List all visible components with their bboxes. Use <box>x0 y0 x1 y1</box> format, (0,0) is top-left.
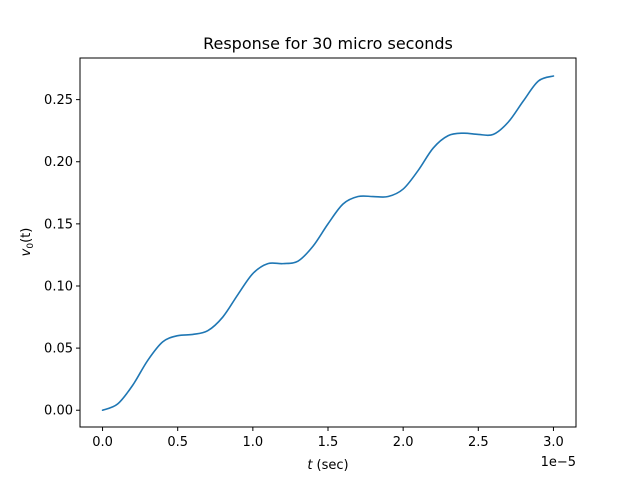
x-axis-label-var: t <box>307 458 313 473</box>
y-axis-label-arg: (t) <box>19 228 34 243</box>
x-tick-label: 0.0 <box>92 435 113 450</box>
y-tick-label: 0.25 <box>44 93 73 108</box>
x-axis-offset-label: 1e−5 <box>541 455 576 470</box>
y-tick-label: 0.15 <box>44 217 73 232</box>
y-tick-label: 0.20 <box>44 155 73 170</box>
y-axis-label-var: v <box>19 248 34 256</box>
y-axis-label: v0(t) <box>19 228 36 257</box>
x-tick-label: 2.0 <box>393 435 414 450</box>
y-tick-label: 0.00 <box>44 404 73 419</box>
x-tick-label: 3.0 <box>543 435 564 450</box>
y-tick-label: 0.10 <box>44 279 73 294</box>
y-axis-ticks: 0.00 0.05 0.10 0.15 0.20 0.25 <box>44 93 80 419</box>
y-axis-label-sub: 0 <box>26 243 36 249</box>
x-tick-label: 2.5 <box>468 435 489 450</box>
y-tick-label: 0.05 <box>44 342 73 357</box>
x-tick-label: 1.0 <box>243 435 264 450</box>
chart-title: Response for 30 micro seconds <box>203 34 453 53</box>
axes-frame <box>79 57 577 428</box>
x-axis-ticks: 0.0 0.5 1.0 1.5 2.0 2.5 3.0 <box>92 427 564 450</box>
x-tick-label: 1.5 <box>318 435 339 450</box>
x-axis-label: t (sec) <box>307 458 348 473</box>
x-axis-label-unit: (sec) <box>317 458 349 473</box>
y-axis-label-group: v0(t) <box>19 228 36 257</box>
x-tick-label: 0.5 <box>167 435 188 450</box>
series-group <box>101 75 555 412</box>
series-line <box>101 75 555 412</box>
